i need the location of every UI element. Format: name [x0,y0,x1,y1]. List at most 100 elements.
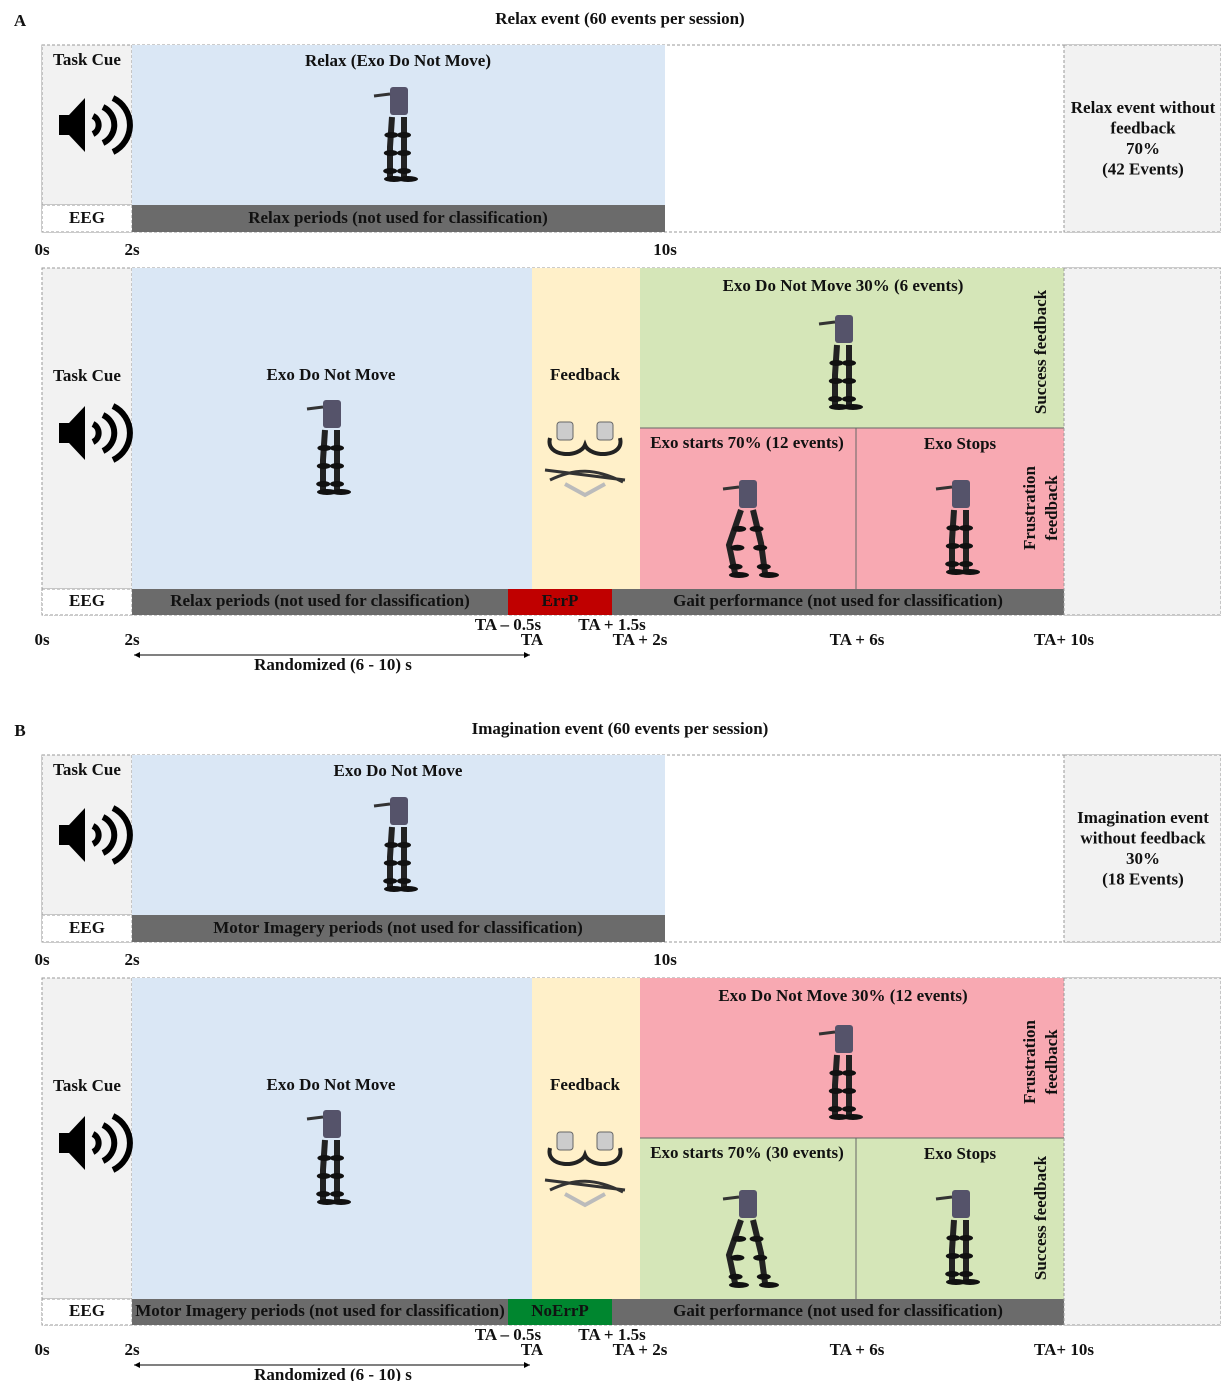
exo-back [835,315,853,343]
exo-strap [959,1235,973,1241]
label: feedback [1110,118,1176,137]
label: TA + 2s [613,630,668,649]
exo-strap [384,150,398,156]
label: 2s [124,1340,140,1359]
exo-arm [307,407,323,409]
exo-strap [317,1173,331,1179]
exo-leg [952,510,954,570]
vibrator [557,422,573,440]
region [132,978,532,1299]
exo-foot [960,569,980,575]
exo-arm [819,1032,835,1034]
label: Randomized (6 - 10) s [254,655,412,674]
label: Exo Stops [924,434,997,453]
exo-strap [946,1253,960,1259]
vibrator [597,422,613,440]
exo-strap [317,463,331,469]
exo-strap [316,481,330,487]
region [640,428,1064,589]
exo-strap [384,842,398,848]
exo-leg [323,1140,325,1200]
exo-foot [960,1279,980,1285]
exo-back [390,87,408,115]
label: Relax event (60 events per session) [495,9,744,28]
exo-back [952,480,970,508]
label: ErrP [542,591,579,610]
exo-strap [757,564,771,570]
label: Task Cue [53,366,121,385]
exo-strap [397,860,411,866]
exo-strap [730,1255,744,1261]
exo-strap [397,878,411,884]
label: Exo Do Not Move 30% (6 events) [723,276,964,295]
exo-strap [842,396,856,402]
exo-foot [729,572,749,578]
label: TA+ 10s [1034,1340,1094,1359]
label: Exo Do Not Move [334,761,463,780]
exo-strap [732,1236,746,1242]
label: Frustration [1020,1019,1039,1104]
exo-arm [723,1197,739,1199]
exo-strap [750,1236,764,1242]
exo-strap [383,878,397,884]
exo-strap [757,1274,771,1280]
exo-foot [398,886,418,892]
label: Exo starts 70% (30 events) [650,1143,844,1162]
exo-strap [829,378,843,384]
exo-strap [829,1070,843,1076]
exo-strap [397,132,411,138]
exo-arm [307,1117,323,1119]
label: Exo Do Not Move [267,365,396,384]
label: EEG [69,1301,105,1320]
exo-strap [753,545,767,551]
exo-strap [750,526,764,532]
label: TA+ 10s [1034,630,1094,649]
label: 70% [1126,139,1160,158]
exo-strap [316,1191,330,1197]
region [532,268,640,589]
exo-strap [317,445,331,451]
exo-strap [383,168,397,174]
label: Success feedback [1031,289,1050,414]
exo-strap [842,360,856,366]
label: 2s [124,630,140,649]
label: Relax periods (not used for classificati… [248,208,548,227]
label: EEG [69,208,105,227]
label: Exo Stops [924,1144,997,1163]
label: 0s [34,1340,50,1359]
label: Exo Do Not Move 30% (12 events) [718,986,967,1005]
vibrator [557,1132,573,1150]
label: Feedback [550,1075,620,1094]
label: A [14,11,27,30]
label: TA + 2s [613,1340,668,1359]
exo-strap [330,1191,344,1197]
exo-back [739,1190,757,1218]
label: 10s [653,950,677,969]
label: Frustration [1020,465,1039,550]
label: Relax event without [1071,98,1216,117]
exo-arm [374,804,390,806]
label: Gait performance (not used for classific… [673,1301,1003,1320]
label: 30% [1126,849,1160,868]
label: Imagination event (60 events per session… [472,719,769,738]
label: B [14,721,25,740]
exo-back [323,400,341,428]
exo-strap [384,860,398,866]
label: 10s [653,240,677,259]
exo-strap [829,1088,843,1094]
label: NoErrP [531,1301,589,1320]
exo-strap [330,1155,344,1161]
exo-strap [397,842,411,848]
exo-strap [959,1271,973,1277]
exo-strap [946,525,960,531]
exo-strap [959,1253,973,1259]
label: Motor Imagery periods (not used for clas… [135,1301,505,1320]
label: Task Cue [53,1076,121,1095]
label: (42 Events) [1102,159,1184,178]
label: Success feedback [1031,1155,1050,1280]
exo-foot [759,1282,779,1288]
exo-foot [843,1114,863,1120]
exo-back [390,797,408,825]
region [132,268,532,589]
label: feedback [1042,475,1061,541]
